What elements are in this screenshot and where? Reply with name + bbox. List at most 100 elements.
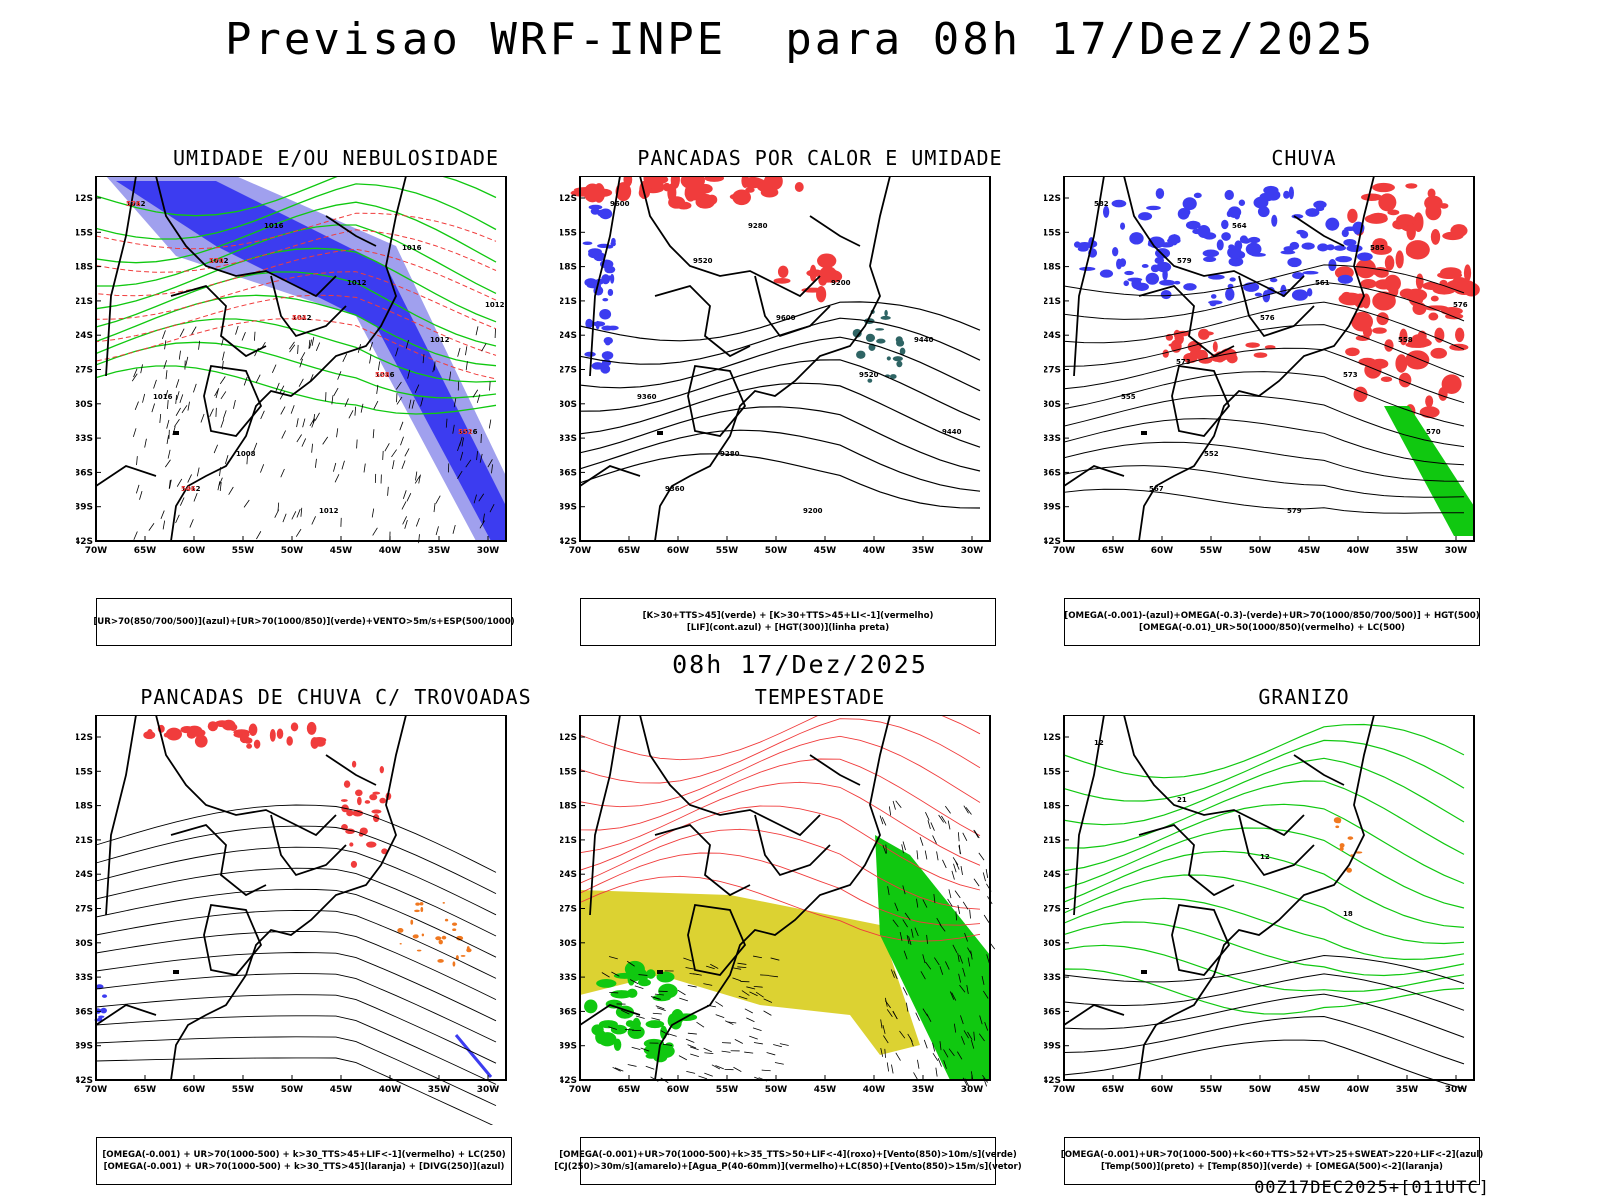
field-patch [100,1007,107,1014]
wind-vector [395,381,402,390]
lake-mark [173,970,179,974]
wind-vector [453,398,457,408]
field-patch [1155,188,1165,200]
streamline [95,846,497,916]
lake-mark [657,970,663,974]
wind-vector [967,1031,973,1040]
wind-vector [902,841,906,851]
wind-vector [255,374,261,383]
border-line [754,275,831,338]
wind-vector [271,364,277,373]
wind-vector [333,387,339,397]
field-patch [1405,183,1418,189]
wind-vector [703,983,713,986]
wind-vector [880,1019,883,1029]
panel-heat-showers: PANCADAS POR CALOR E UMIDADE 9600 9520 960… [560,146,1080,646]
wind-vector [973,878,980,887]
lat-tick-label: 42S [1044,1076,1061,1086]
wind-vector [372,429,375,439]
wind-vector [947,820,951,830]
wind-vector [638,974,648,976]
legend-line-1: [K>30+TTS>45](verde) + [K>30+TTS>45+LI<-… [642,611,934,621]
panel-title: GRANIZO [1258,685,1350,709]
contour-line [95,271,497,347]
contour-line [579,805,981,891]
field-patch [632,1017,641,1032]
wind-vector [922,1008,929,1017]
contour-line [1063,850,1465,928]
field-patch [1463,282,1480,297]
wind-vector [279,391,285,400]
contour-label: 9360 [665,485,685,493]
field-patch [583,183,602,203]
wind-vector [243,376,248,386]
field-patch [248,723,258,736]
border-line [155,176,337,298]
wind-vector [899,931,903,941]
lat-tick-label: 39S [76,503,93,513]
wind-vector [363,463,366,473]
wind-vector [233,399,236,409]
border-line [325,215,377,247]
wind-vector [479,453,483,463]
field-patch [1173,280,1181,285]
wind-vector [196,467,200,477]
field-patch [1201,331,1214,336]
wind-vector [312,414,316,424]
lon-tick-label: 45W [814,546,837,556]
wind-vector [943,1049,949,1058]
humidity-high-band [116,181,506,541]
border-line [1123,176,1305,298]
wind-vector [927,820,931,829]
field-patch [379,766,384,774]
wind-vector [902,885,906,895]
wind-vector [942,859,947,869]
field-patch [1073,241,1081,248]
border-line [639,176,821,298]
border-line [170,823,267,897]
contour-label: 9440 [942,428,962,436]
wind-vector [737,962,747,965]
wind-vector [761,1069,771,1072]
wind-vector [965,807,972,815]
border-line [1073,176,1105,377]
wind-vector [608,956,618,960]
border-line [170,176,407,542]
field-patch [163,732,169,738]
green-field [1384,406,1474,536]
contour-line [1063,301,1465,350]
lon-tick-label: 35W [428,546,451,556]
wind-vector [766,1052,776,1056]
lat-tick-label: 12S [76,733,93,743]
wind-vector [685,1038,695,1043]
wind-vector [753,985,763,988]
wind-vector [915,1012,920,1021]
wind-vector [773,1044,782,1048]
contour-line [95,294,497,356]
wind-vector [302,418,306,428]
wind-vector [687,1032,697,1035]
field-patch [1079,266,1096,271]
border-line [1171,903,1231,976]
wind-vector [219,481,222,492]
wind-vector [978,852,985,861]
lat-tick-label: 36S [560,1007,577,1017]
border-line [1238,275,1315,338]
field-patch [729,193,750,201]
border-line [687,364,747,437]
wind-vector [487,459,493,468]
field-patch [221,719,236,731]
lon-tick-label: 55W [232,1085,255,1095]
field-patch [357,796,362,806]
wind-vector [884,1048,886,1058]
wind-vector [215,389,219,399]
contour-label: 1016 [402,244,422,252]
contour-line [579,336,981,392]
contour-line [95,247,497,323]
field-patch [1361,193,1383,201]
contour-label: 9600 [776,314,796,322]
contour-label: 567 [1149,485,1164,493]
wind-vector [134,401,139,411]
wind-vector [925,961,932,970]
contour-line [579,715,981,761]
